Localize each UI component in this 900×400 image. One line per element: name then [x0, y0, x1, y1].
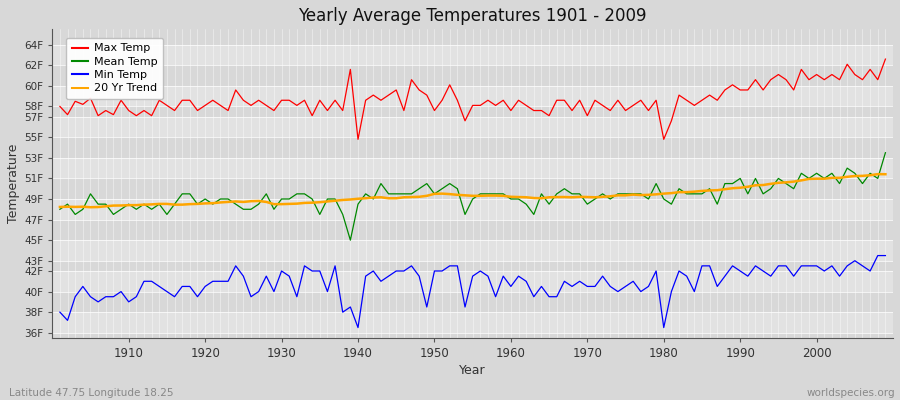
Bar [52, 178, 893, 199]
Text: Latitude 47.75 Longitude 18.25: Latitude 47.75 Longitude 18.25 [9, 388, 174, 398]
Text: worldspecies.org: worldspecies.org [807, 388, 896, 398]
Bar [52, 199, 893, 220]
Bar [52, 137, 893, 158]
Title: Yearly Average Temperatures 1901 - 2009: Yearly Average Temperatures 1901 - 2009 [299, 7, 647, 25]
Bar [52, 29, 893, 45]
Bar [52, 158, 893, 178]
Bar [52, 220, 893, 240]
Bar [52, 86, 893, 106]
Bar [52, 261, 893, 271]
Bar [52, 65, 893, 86]
Bar [52, 117, 893, 137]
Y-axis label: Temperature: Temperature [7, 144, 20, 223]
Bar [52, 312, 893, 333]
Bar [52, 333, 893, 338]
Bar [52, 240, 893, 261]
X-axis label: Year: Year [459, 364, 486, 377]
Legend: Max Temp, Mean Temp, Min Temp, 20 Yr Trend: Max Temp, Mean Temp, Min Temp, 20 Yr Tre… [67, 38, 163, 99]
Bar [52, 106, 893, 117]
Bar [52, 45, 893, 65]
Bar [52, 271, 893, 292]
Bar [52, 292, 893, 312]
